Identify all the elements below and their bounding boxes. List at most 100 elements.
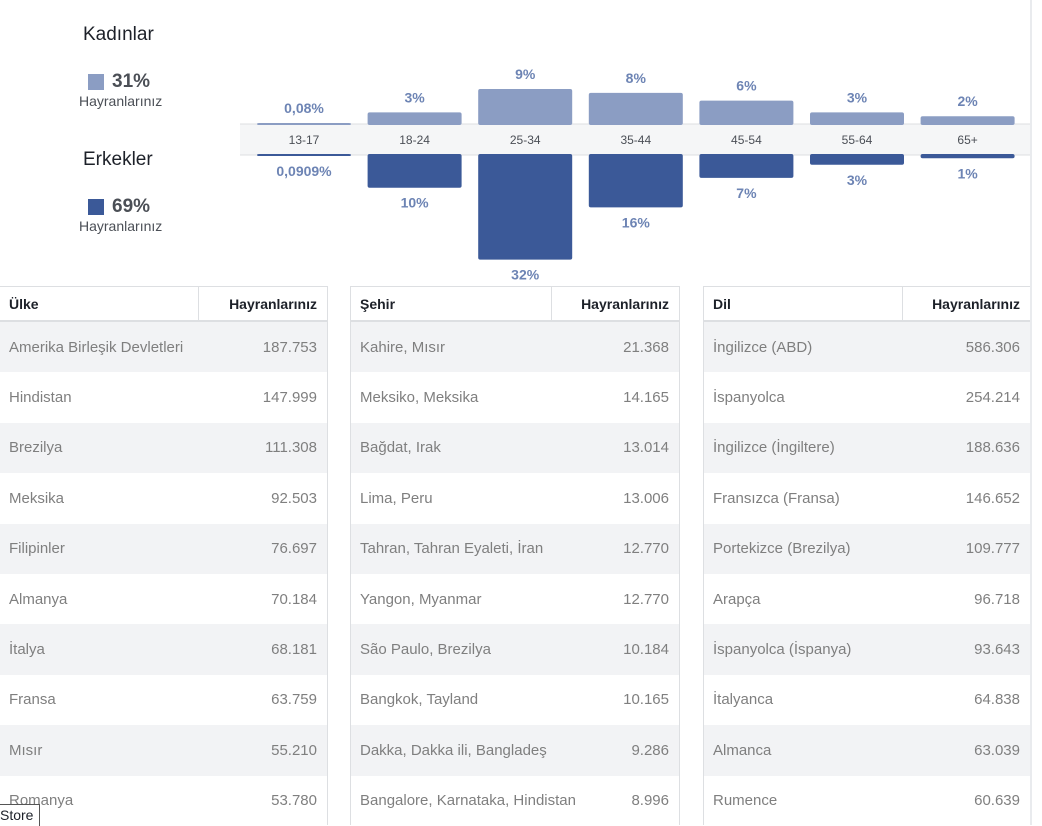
legend-men-title: Erkekler <box>83 149 153 170</box>
table-row[interactable]: İngilizce (İngiltere) 188.636 <box>704 422 1030 474</box>
men-bar[interactable] <box>367 154 462 188</box>
table-row[interactable]: Romanya 53.780 <box>0 775 327 825</box>
page-right-border <box>1030 0 1032 825</box>
men-bar[interactable] <box>920 154 1015 159</box>
store-tab[interactable]: Store <box>0 804 41 826</box>
table-row[interactable]: Portekizce (Brezilya) 109.777 <box>704 523 1030 574</box>
language-fans-cell: 93.643 <box>974 641 1020 659</box>
table-row[interactable]: Meksiko, Meksika 14.165 <box>351 372 679 423</box>
table-row[interactable]: İspanyolca (İspanya) 93.643 <box>704 624 1030 675</box>
men-bar-label: 3% <box>847 172 868 188</box>
table-row[interactable]: São Paulo, Brezilya 10.184 <box>351 624 679 675</box>
table-row[interactable]: Dakka, Dakka ili, Bangladeş 9.286 <box>351 725 679 776</box>
language-name-cell: İspanyolca (İspanya) <box>713 641 852 659</box>
city-fans-cell: 13.006 <box>623 489 669 507</box>
men-bar[interactable] <box>257 154 351 156</box>
table-row[interactable]: Fransızca (Fransa) 146.652 <box>704 473 1030 524</box>
language-fans-cell: 63.039 <box>974 741 1020 759</box>
table-row[interactable]: Brezilya 111.308 <box>0 422 327 474</box>
table-row[interactable]: Filipinler 76.697 <box>0 523 327 574</box>
table-row[interactable]: Amerika Birleşik Devletleri 187.753 <box>0 322 327 373</box>
language-name-cell: İtalyanca <box>713 691 774 709</box>
city-table: Şehir Hayranlarınız Kahire, Mısır 21.368 M… <box>351 286 679 825</box>
country-name-cell: Meksika <box>9 489 65 507</box>
city-fans-cell: 14.165 <box>623 389 669 407</box>
men-bar[interactable] <box>478 154 573 260</box>
language-name-cell: İspanyolca <box>713 389 785 407</box>
men-bar[interactable] <box>588 154 683 208</box>
table-row[interactable]: Lima, Peru 13.006 <box>351 473 679 524</box>
city-name-cell: Bangkok, Tayland <box>360 691 479 709</box>
table-row[interactable]: Bağdat, Irak 13.014 <box>351 422 679 474</box>
language-fans-cell: 109.777 <box>965 540 1020 558</box>
men-bar[interactable] <box>699 154 794 178</box>
legend-men-subtitle: Hayranlarınız <box>79 218 163 234</box>
table-row[interactable]: Rumence 60.639 <box>704 775 1030 825</box>
city-fans-cell: 9.286 <box>631 741 669 759</box>
table-row[interactable]: İtalyanca 64.838 <box>704 674 1030 726</box>
country-fans-cell: 53.780 <box>271 792 317 810</box>
women-bar[interactable] <box>257 123 351 125</box>
city-column-header[interactable]: Şehir <box>351 287 552 320</box>
table-row[interactable]: Meksika 92.503 <box>0 473 327 524</box>
country-fans-column-header[interactable]: Hayranlarınız <box>229 296 317 312</box>
city-fans-column-header[interactable]: Hayranlarınız <box>581 296 669 312</box>
language-name-cell: Arapça <box>713 590 761 608</box>
age-category-label: 35-44 <box>620 133 651 147</box>
legend-women-percent: 31% <box>112 71 151 92</box>
age-category-label: 25-34 <box>510 133 541 147</box>
table-row[interactable]: Bangalore, Karnataka, Hindistan 8.996 <box>351 775 679 825</box>
men-bar-label: 1% <box>957 165 978 181</box>
men-bar-label: 32% <box>511 267 540 283</box>
table-row[interactable]: İspanyolca 254.214 <box>704 372 1030 423</box>
country-name-cell: Almanya <box>9 590 68 608</box>
table-row[interactable]: Tahran, Tahran Eyaleti, İran 12.770 <box>351 523 679 574</box>
country-name-cell: Amerika Birleşik Devletleri <box>9 338 184 356</box>
country-column-header[interactable]: Ülke <box>0 287 199 320</box>
table-row[interactable]: Mısır 55.210 <box>0 725 327 776</box>
table-divider <box>350 286 351 825</box>
country-fans-cell: 147.999 <box>262 389 317 407</box>
women-bar[interactable] <box>699 100 794 125</box>
country-name-cell: Mısır <box>9 741 43 759</box>
table-row[interactable]: İtalya 68.181 <box>0 624 327 675</box>
women-bar[interactable] <box>588 92 683 125</box>
language-column-header[interactable]: Dil <box>704 287 903 320</box>
men-bar[interactable] <box>810 154 904 165</box>
country-fans-cell: 76.697 <box>271 540 317 558</box>
women-bar[interactable] <box>920 116 1015 125</box>
table-row[interactable]: Kahire, Mısır 21.368 <box>351 322 679 373</box>
language-name-cell: Rumence <box>713 792 778 810</box>
city-fans-cell: 21.368 <box>623 338 669 356</box>
women-bar-label: 0,08% <box>284 100 324 116</box>
women-bar[interactable] <box>478 88 573 125</box>
table-row[interactable]: Arapça 96.718 <box>704 573 1030 625</box>
country-name-cell: Hindistan <box>9 389 72 407</box>
table-divider <box>703 286 704 825</box>
language-table-body: İngilizce (ABD) 586.306 İspanyolca 254.214 İ… <box>704 322 1030 825</box>
table-row[interactable]: İngilizce (ABD) 586.306 <box>704 322 1030 373</box>
city-name-cell: Dakka, Dakka ili, Bangladeş <box>360 741 547 759</box>
table-row[interactable]: Hindistan 147.999 <box>0 372 327 423</box>
city-name-cell: Kahire, Mısır <box>360 338 446 356</box>
table-row[interactable]: Bangkok, Tayland 10.165 <box>351 674 679 726</box>
table-row[interactable]: Fransa 63.759 <box>0 674 327 726</box>
language-fans-column-header[interactable]: Hayranlarınız <box>932 296 1020 312</box>
country-fans-cell: 92.503 <box>271 489 317 507</box>
women-bar-label: 3% <box>404 89 425 105</box>
table-row[interactable]: Almanca 63.039 <box>704 725 1030 776</box>
table-divider <box>327 286 328 825</box>
age-band <box>240 124 1030 155</box>
country-table-body: Amerika Birleşik Devletleri 187.753 Hindis… <box>0 322 327 825</box>
women-bar[interactable] <box>810 112 904 125</box>
language-fans-cell: 188.636 <box>965 439 1020 457</box>
table-row[interactable]: Yangon, Myanmar 12.770 <box>351 573 679 625</box>
country-name-cell: Filipinler <box>9 540 65 558</box>
country-fans-cell: 187.753 <box>262 338 317 356</box>
age-category-label: 65+ <box>957 133 977 147</box>
table-row[interactable]: Almanya 70.184 <box>0 573 327 625</box>
legend-men-percent: 69% <box>112 196 151 217</box>
legend-women-swatch <box>88 74 104 90</box>
women-bar[interactable] <box>367 112 462 125</box>
country-name-cell: Brezilya <box>9 439 63 457</box>
